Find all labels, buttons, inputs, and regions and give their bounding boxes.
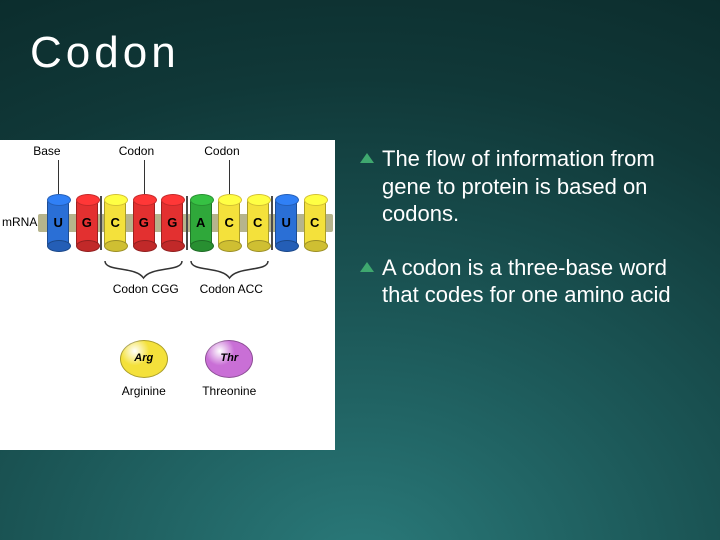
nucleotide-letter: G bbox=[76, 215, 98, 230]
codon-separator bbox=[271, 196, 273, 250]
pointer-line bbox=[144, 160, 145, 194]
codon-label: Codon bbox=[204, 144, 239, 158]
base-label: Base bbox=[33, 144, 60, 158]
codon-annotation-label: Codon CGG bbox=[106, 282, 186, 296]
bullet-list: The flow of information from gene to pro… bbox=[360, 145, 690, 335]
page-title: Codon bbox=[30, 28, 180, 78]
codon-separator bbox=[100, 196, 102, 250]
pointer-line bbox=[58, 160, 59, 194]
nucleotide-letter: G bbox=[161, 215, 183, 230]
bullet-text: The flow of information from gene to pro… bbox=[382, 146, 655, 226]
codon-separator bbox=[186, 196, 188, 250]
codon-label: Codon bbox=[119, 144, 154, 158]
nucleotide-letter: G bbox=[133, 215, 155, 230]
nucleotide-letter: A bbox=[190, 215, 212, 230]
bullet-icon bbox=[360, 153, 374, 163]
nucleotide-letter: C bbox=[104, 215, 126, 230]
pointer-line bbox=[229, 160, 230, 194]
list-item: The flow of information from gene to pro… bbox=[360, 145, 690, 228]
amino-acid-short: Arg bbox=[120, 352, 168, 364]
codon-diagram: mRNAUGCGGACCUCBaseCodonCodonCodon CGGCod… bbox=[0, 140, 335, 450]
nucleotide-letter: U bbox=[275, 215, 297, 230]
amino-acid-name: Threonine bbox=[199, 384, 259, 398]
mrna-label: mRNA bbox=[2, 215, 37, 229]
amino-acid-short: Thr bbox=[205, 352, 253, 364]
nucleotide-letter: C bbox=[247, 215, 269, 230]
nucleotide-letter: C bbox=[218, 215, 240, 230]
bullet-icon bbox=[360, 262, 374, 272]
list-item: A codon is a three-base word that codes … bbox=[360, 254, 690, 309]
bullet-text: A codon is a three-base word that codes … bbox=[382, 255, 671, 308]
codon-annotation-label: Codon ACC bbox=[191, 282, 271, 296]
amino-acid-name: Arginine bbox=[114, 384, 174, 398]
nucleotide-letter: C bbox=[304, 215, 326, 230]
nucleotide-letter: U bbox=[47, 215, 69, 230]
